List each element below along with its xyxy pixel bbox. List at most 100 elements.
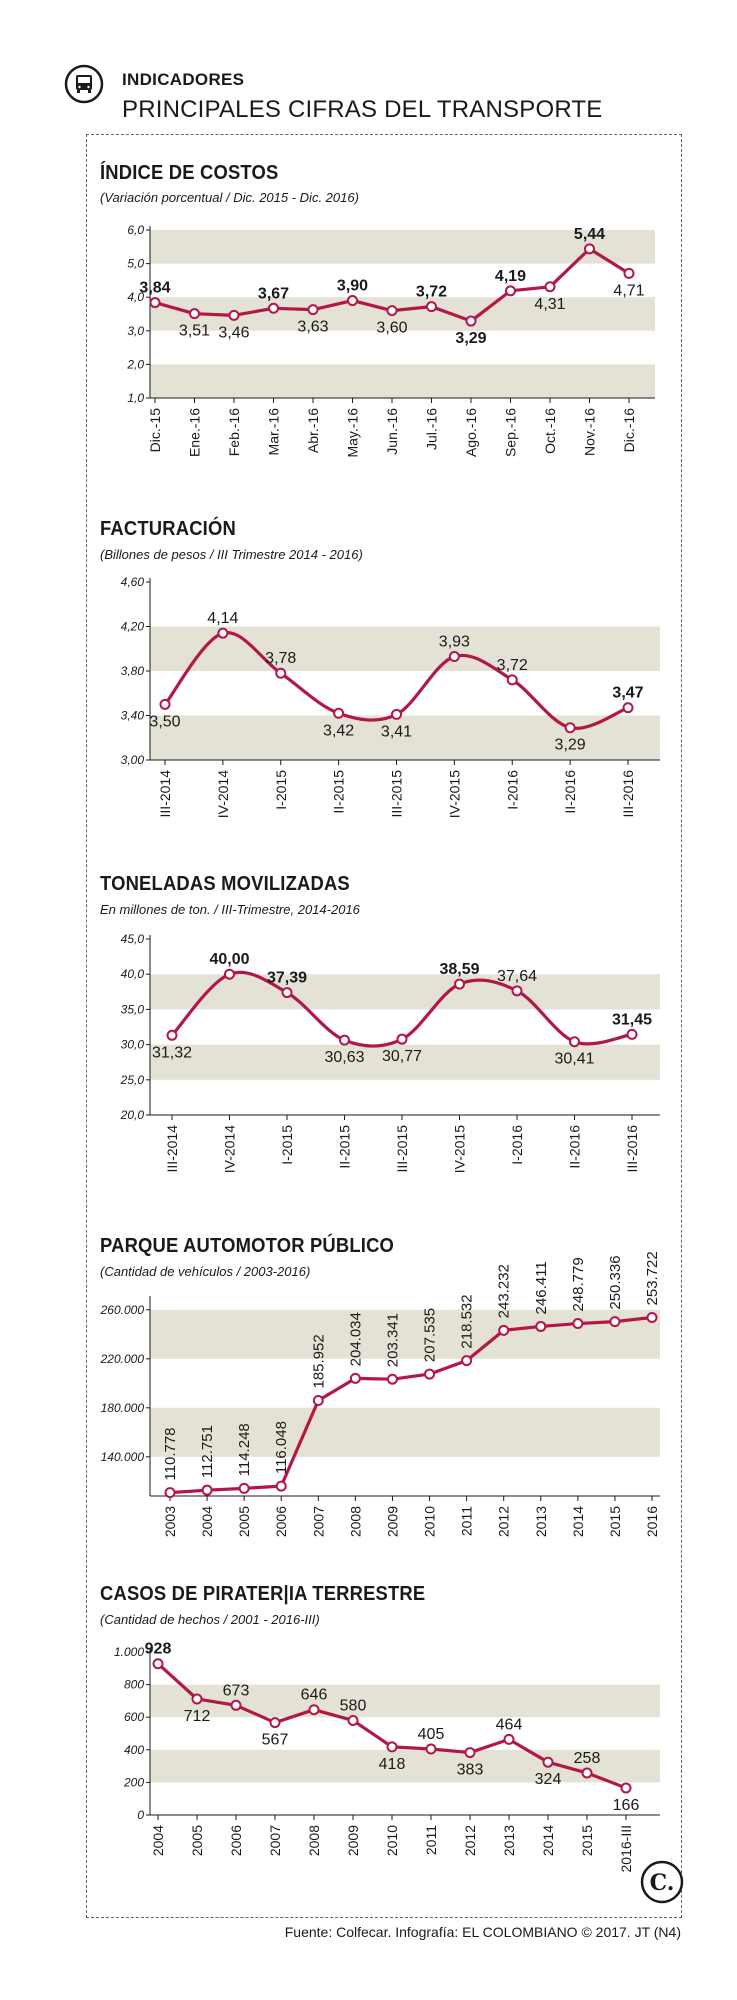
data-label: 243.232	[496, 1264, 513, 1318]
x-tick-label: IV-2015	[446, 770, 462, 818]
el-colombiano-logo: C.	[640, 1860, 684, 1904]
x-tick-label: Ago.-16	[463, 408, 479, 457]
data-label: 928	[145, 1641, 172, 1658]
data-label: 248.779	[570, 1257, 587, 1311]
data-label: 3,67	[258, 285, 289, 302]
data-point	[349, 1372, 361, 1384]
x-tick-label: III-2015	[389, 770, 405, 818]
data-point	[572, 1318, 584, 1330]
y-tick-label: 35,0	[121, 1002, 145, 1016]
data-label: 673	[223, 1682, 250, 1699]
data-label: 218.532	[459, 1294, 476, 1348]
chart-parque: 140.000 180.000 220.000 260.000 2003 2004 2005…	[100, 1251, 661, 1537]
brand-letter: C.	[650, 1870, 675, 1896]
data-point	[425, 1743, 437, 1755]
grid-band	[150, 715, 660, 760]
x-tick-label: 2014	[570, 1506, 586, 1537]
data-point	[152, 1658, 164, 1670]
data-point	[465, 315, 477, 327]
y-tick-label: 20,0	[120, 1108, 145, 1122]
data-point	[268, 302, 279, 314]
data-point	[503, 1733, 515, 1745]
data-label: 324	[535, 1771, 562, 1788]
x-tick-label: 2016	[644, 1506, 660, 1537]
data-label: 646	[301, 1687, 328, 1704]
grid-band	[150, 1309, 660, 1359]
y-tick-label: 5,0	[127, 257, 144, 271]
y-tick-label: 140.000	[101, 1450, 145, 1464]
y-tick-label: 45,0	[121, 932, 145, 946]
y-tick-label: 4,60	[121, 575, 145, 589]
y-tick-label: 4,0	[127, 290, 144, 304]
y-tick-label: 3,80	[121, 664, 145, 678]
x-tick-label: May.-16	[345, 408, 361, 458]
x-tick-label: 2007	[310, 1506, 326, 1537]
data-label: 250.336	[607, 1255, 624, 1309]
grid-band	[150, 1407, 660, 1457]
data-point	[217, 627, 229, 639]
grid-band	[150, 1749, 660, 1783]
x-tick-label: 2012	[496, 1506, 512, 1537]
data-label: 40,00	[209, 951, 249, 968]
x-tick-label: 2003	[162, 1506, 178, 1537]
data-point	[228, 309, 240, 321]
data-point	[569, 1036, 580, 1048]
x-tick-label: IV-2014	[215, 770, 231, 818]
data-point	[312, 1395, 324, 1407]
y-tick-label: 800	[124, 1678, 144, 1692]
data-point	[544, 281, 556, 293]
chart-title-pirateria: CASOS DE PIRATER|IA TERRESTRE	[100, 1583, 426, 1605]
data-point	[149, 297, 161, 309]
data-point	[164, 1487, 176, 1499]
chart-facturacion: 3,00 3,40 3,80 4,20 4,60 III-2014 IV-2014 I-201…	[121, 575, 660, 818]
y-tick-label: 30,0	[121, 1038, 145, 1052]
x-tick-label: 2005	[236, 1506, 252, 1537]
data-label: 114.248	[236, 1423, 253, 1476]
data-label: 3,29	[555, 737, 586, 754]
data-point	[333, 707, 345, 719]
data-point	[505, 285, 516, 297]
data-point	[464, 1747, 476, 1759]
x-tick-label: 2005	[189, 1825, 205, 1856]
data-point	[386, 1741, 398, 1753]
x-tick-label: Sep.-16	[503, 408, 519, 457]
data-point	[620, 1782, 632, 1794]
x-tick-label: 2007	[267, 1825, 283, 1856]
x-tick-label: I-2015	[279, 1125, 295, 1165]
data-label: 38,59	[439, 961, 479, 978]
y-tick-label: 2,0	[126, 357, 144, 371]
data-label: 4,14	[207, 610, 238, 627]
x-tick-label: Mar.-16	[266, 408, 282, 456]
x-tick-label: III-2014	[157, 770, 173, 818]
page-headline: PRINCIPALES CIFRAS DEL TRANSPORTE	[122, 96, 603, 123]
y-tick-label: 40,0	[121, 967, 145, 981]
y-tick-label: 6,0	[127, 223, 144, 237]
data-point	[609, 1316, 621, 1328]
chart-pirateria: 0 200 400 600 800 1.000 2004 2005 2006 2007 2008 20…	[114, 1641, 660, 1872]
data-point	[622, 702, 634, 714]
data-point	[347, 1714, 359, 1726]
data-point	[426, 301, 437, 313]
x-tick-label: 2010	[384, 1825, 400, 1856]
data-label: 712	[184, 1708, 211, 1725]
x-tick-label: Abr.-16	[305, 408, 321, 453]
x-tick-label: Oct.-16	[542, 408, 558, 454]
data-label: 253.722	[644, 1251, 661, 1305]
data-point	[224, 968, 235, 980]
data-point	[542, 1756, 554, 1768]
data-point	[191, 1693, 203, 1705]
x-tick-label: IV-2015	[452, 1125, 468, 1173]
y-tick-label: 4,20	[121, 620, 145, 634]
chart-title-facturacion: FACTURACIÓN	[100, 518, 236, 540]
chart-subtitle-pirateria: (Cantidad de hechos / 2001 - 2016-III)	[100, 1612, 320, 1627]
data-label: 3,50	[149, 713, 180, 730]
y-tick-label: 200	[123, 1775, 144, 1789]
x-tick-label: 2016-III	[618, 1825, 634, 1872]
y-tick-label: 600	[124, 1710, 144, 1724]
x-tick-label: 2009	[384, 1506, 400, 1537]
x-tick-label: IV-2014	[222, 1125, 238, 1173]
data-label: 464	[496, 1716, 523, 1733]
grid-band	[150, 364, 655, 398]
data-point	[275, 667, 287, 679]
x-tick-label: 2004	[199, 1506, 215, 1537]
